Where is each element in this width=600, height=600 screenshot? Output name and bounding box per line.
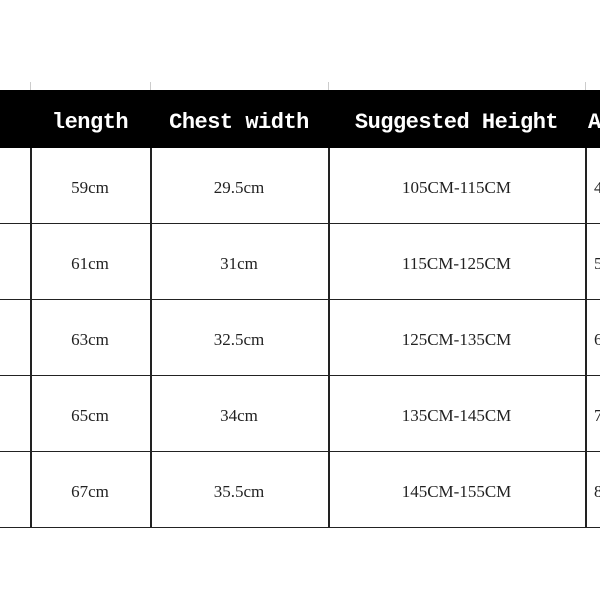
grid-tick: [328, 82, 329, 90]
column-divider: [150, 148, 152, 528]
cell-length: 59cm: [71, 178, 109, 197]
cell-length: 63cm: [71, 330, 109, 349]
table-row: 65cm 34cm 135CM-145CM 7: [0, 376, 600, 452]
header-partial: A: [588, 110, 600, 135]
header-chest-width: Chest width: [169, 110, 309, 135]
table-row: 67cm 35.5cm 145CM-155CM 8: [0, 452, 600, 528]
grid-tick: [30, 82, 31, 90]
table-row: 63cm 32.5cm 125CM-135CM 6: [0, 300, 600, 376]
cell-partial: 6: [594, 330, 600, 349]
cell-chest-width: 35.5cm: [213, 482, 265, 501]
cell-suggested-height: 105CM-115CM: [402, 178, 511, 197]
cell-partial: 8: [594, 482, 600, 501]
column-divider: [585, 148, 587, 528]
cell-partial: 4: [594, 178, 600, 197]
table-row: 61cm 31cm 115CM-125CM 5: [0, 224, 600, 300]
cell-suggested-height: 135CM-145CM: [401, 406, 512, 425]
cell-suggested-height: 115CM-125CM: [402, 254, 511, 273]
cell-length: 61cm: [71, 254, 109, 273]
cell-chest-width: 32.5cm: [213, 330, 265, 349]
cell-suggested-height: 125CM-135CM: [401, 330, 512, 349]
cell-suggested-height: 145CM-155CM: [401, 482, 512, 501]
table-header: length Chest width Suggested Height A: [0, 90, 600, 148]
table-row: 59cm 29.5cm 105CM-115CM 4: [0, 148, 600, 224]
grid-tick: [150, 82, 151, 90]
header-length: length: [51, 110, 129, 135]
cell-length: 67cm: [71, 482, 109, 501]
cell-partial: 5: [594, 254, 600, 273]
cell-length: 65cm: [71, 406, 109, 425]
cell-chest-width: 31cm: [220, 254, 258, 273]
header-suggested-height: Suggested Height: [354, 110, 559, 135]
cell-chest-width: 29.5cm: [213, 178, 265, 197]
cell-partial: 7: [594, 406, 600, 425]
column-divider: [30, 148, 32, 528]
column-divider: [328, 148, 330, 528]
grid-tick: [585, 82, 586, 90]
cell-chest-width: 34cm: [220, 406, 258, 425]
